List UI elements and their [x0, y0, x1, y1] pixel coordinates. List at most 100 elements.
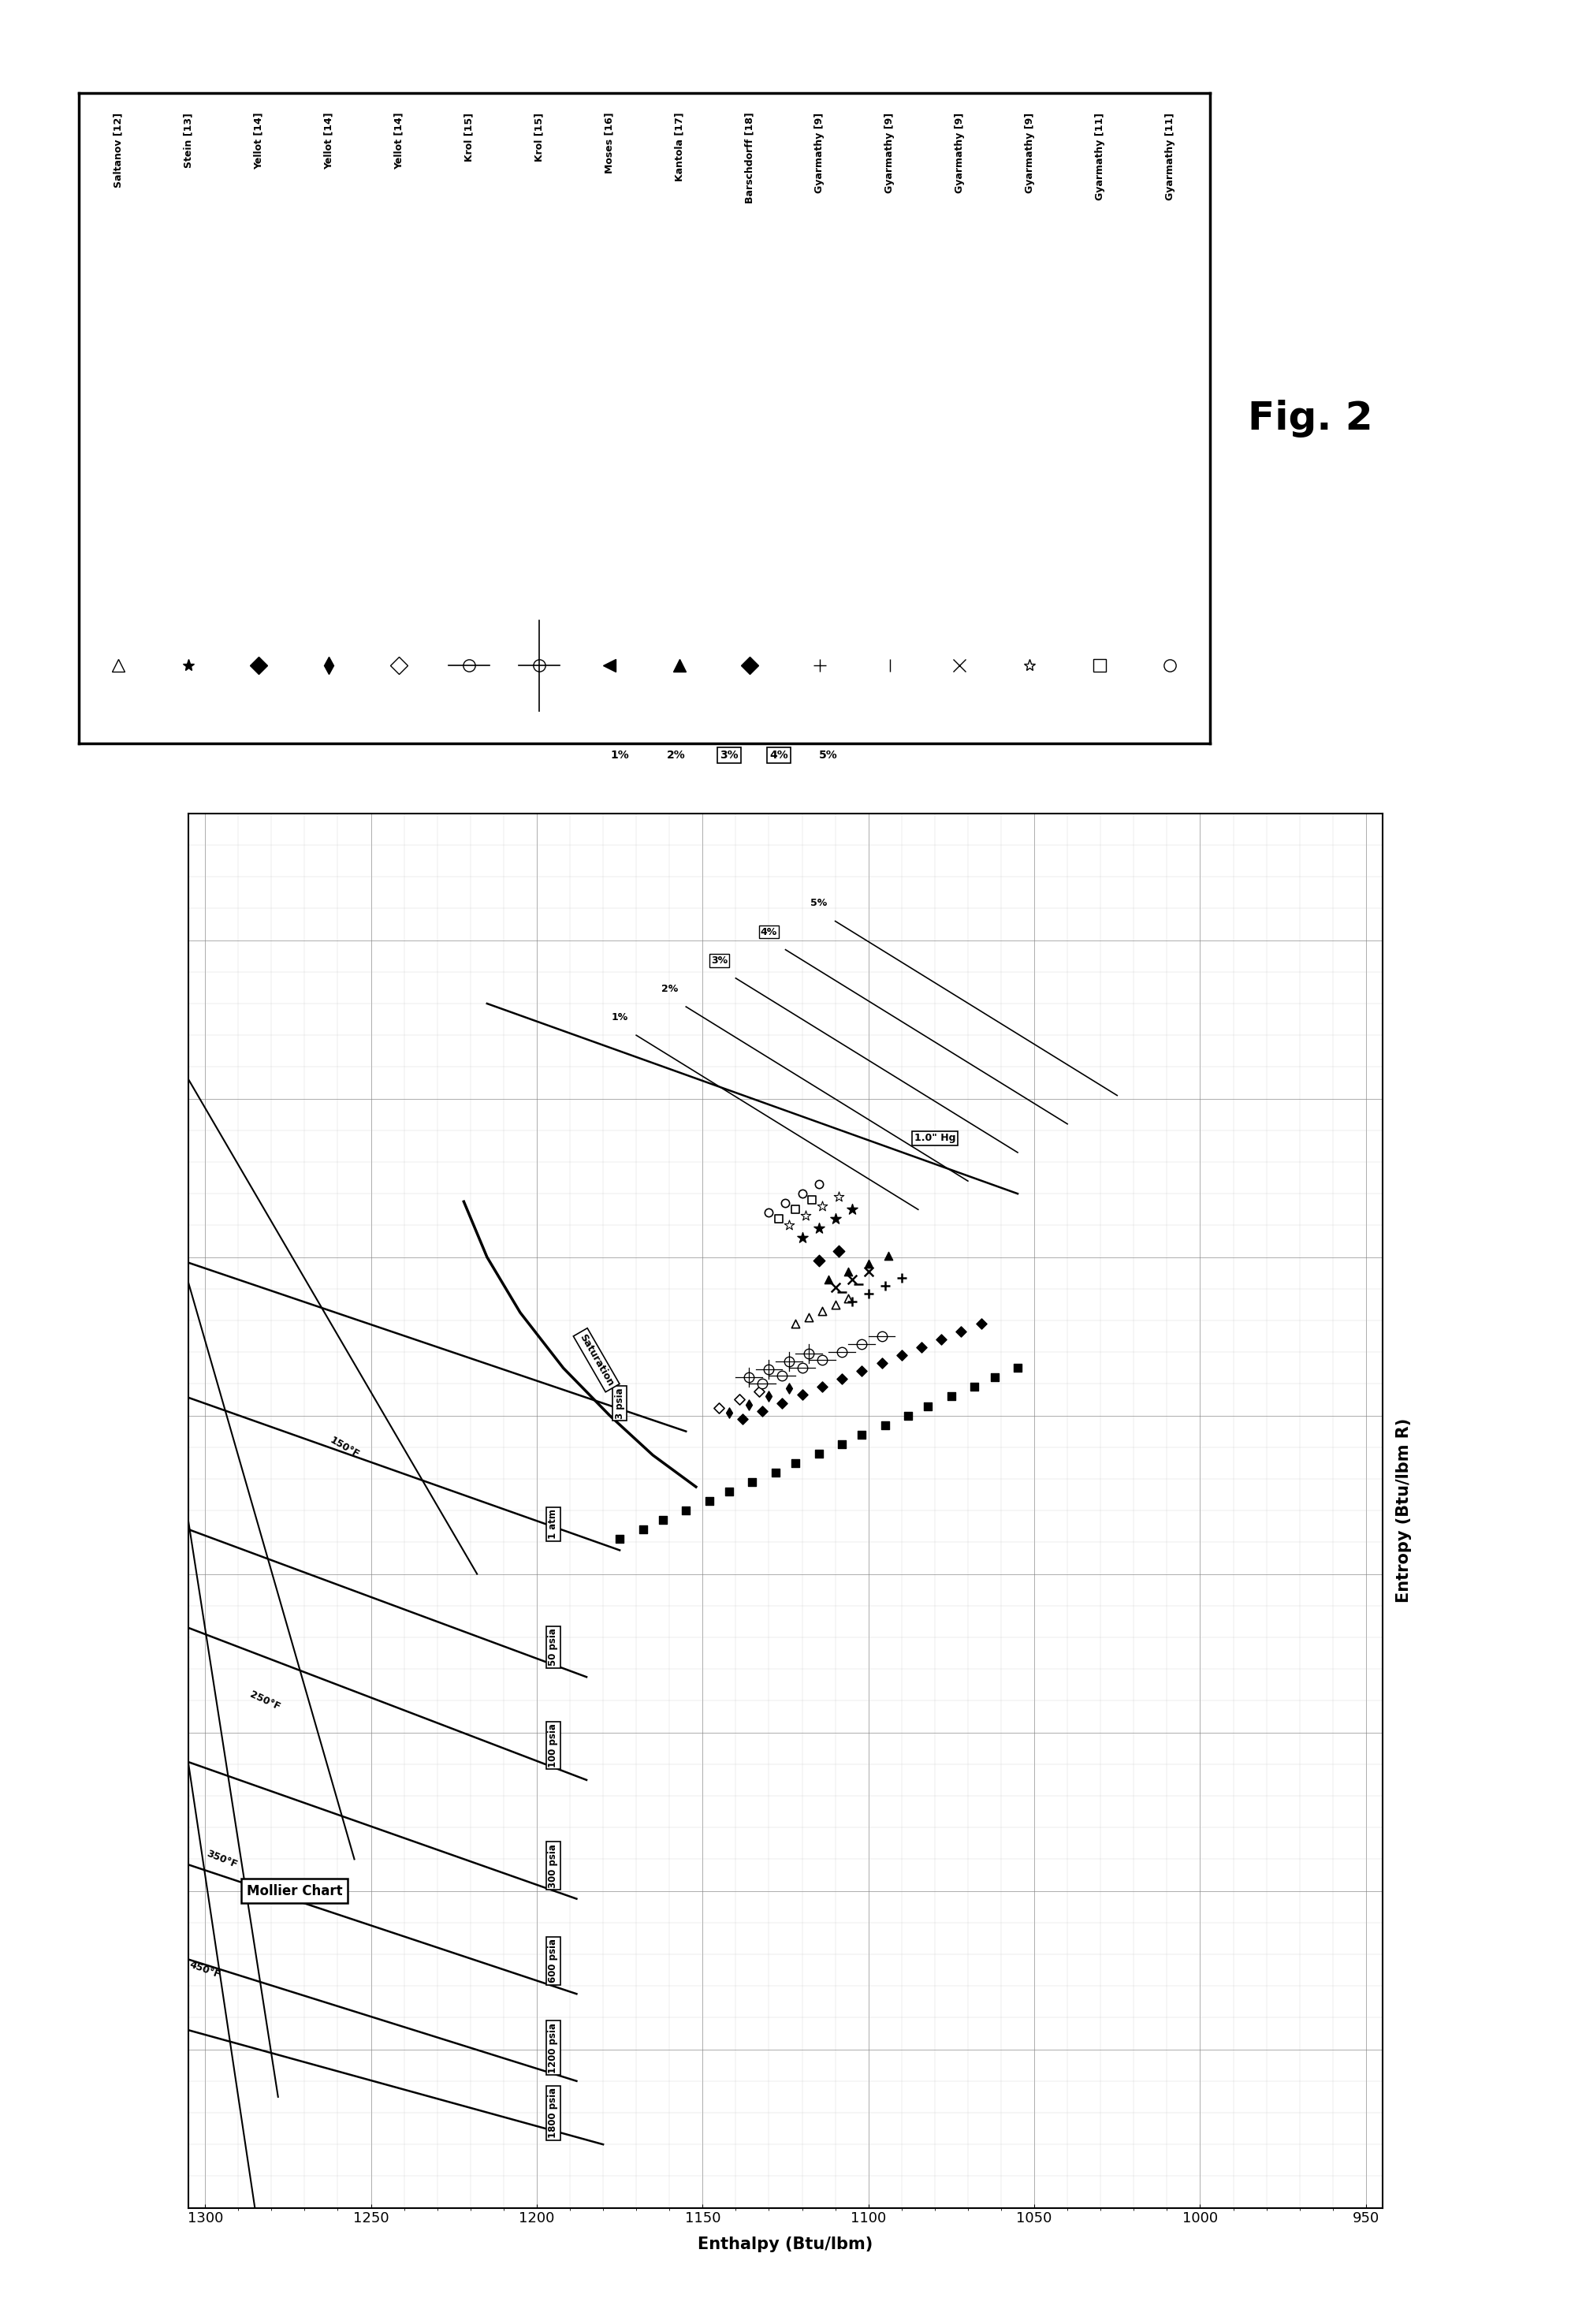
Text: Kantola [17]: Kantola [17] — [674, 112, 685, 181]
Point — [856, 1253, 881, 1290]
Point — [823, 1202, 848, 1239]
Point — [850, 1415, 875, 1452]
Text: 1%: 1% — [611, 1013, 628, 1023]
Point — [716, 1473, 742, 1511]
Point — [969, 1306, 994, 1343]
Point — [839, 1190, 864, 1227]
Point — [630, 1511, 655, 1548]
Point — [773, 1185, 798, 1222]
Point — [740, 1464, 765, 1501]
Point — [756, 1195, 781, 1232]
Text: 3%: 3% — [720, 751, 738, 760]
Point — [770, 1385, 795, 1422]
Y-axis label: Entropy (Btu/lbm R): Entropy (Btu/lbm R) — [1395, 1418, 1411, 1604]
Text: Fig. 2: Fig. 2 — [1247, 400, 1373, 437]
Text: Yellot [14]: Yellot [14] — [393, 112, 404, 170]
Point — [961, 1369, 987, 1406]
Text: Gyarmathy [11]: Gyarmathy [11] — [1166, 112, 1175, 200]
Text: 2%: 2% — [666, 751, 685, 760]
Point — [949, 1313, 974, 1350]
Text: 1.0" Hg: 1.0" Hg — [914, 1134, 955, 1143]
Text: 350°F: 350°F — [204, 1848, 239, 1871]
Text: Gyarmathy [9]: Gyarmathy [9] — [1024, 112, 1035, 193]
Text: 5%: 5% — [818, 751, 837, 760]
Point — [749, 1392, 775, 1429]
Text: Saturation: Saturation — [578, 1332, 616, 1387]
Point — [790, 1376, 815, 1413]
Point — [809, 1292, 834, 1329]
Text: 1200 psia: 1200 psia — [548, 2022, 558, 2073]
Text: Yellot [14]: Yellot [14] — [253, 112, 264, 170]
Point — [815, 1260, 840, 1297]
Point — [850, 1353, 875, 1390]
Point — [928, 1320, 954, 1357]
Point — [939, 1378, 965, 1415]
Point — [806, 1434, 831, 1471]
Point — [806, 1241, 831, 1278]
Text: 100 psia: 100 psia — [548, 1724, 558, 1766]
Text: 1 atm: 1 atm — [548, 1508, 558, 1538]
X-axis label: Enthalpy (Btu/lbm): Enthalpy (Btu/lbm) — [698, 2236, 873, 2252]
Text: Gyarmathy [9]: Gyarmathy [9] — [955, 112, 965, 193]
Point — [796, 1299, 822, 1336]
Point — [856, 1276, 881, 1313]
Point — [872, 1406, 897, 1443]
Point — [839, 1283, 864, 1320]
Point — [869, 1346, 894, 1383]
Point — [826, 1178, 851, 1215]
Point — [764, 1455, 789, 1492]
Point — [782, 1306, 807, 1343]
Text: Gyarmathy [11]: Gyarmathy [11] — [1095, 112, 1104, 200]
Text: 1%: 1% — [610, 751, 628, 760]
Text: 4%: 4% — [760, 927, 778, 937]
Text: 3%: 3% — [710, 955, 727, 964]
Text: Krol [15]: Krol [15] — [463, 112, 474, 160]
Point — [875, 1236, 900, 1274]
Text: Yellot [14]: Yellot [14] — [324, 112, 333, 170]
Point — [823, 1285, 848, 1322]
Text: 450°F: 450°F — [189, 1959, 222, 1980]
Point — [776, 1369, 801, 1406]
Point — [856, 1246, 881, 1283]
Point — [726, 1380, 751, 1418]
Text: Krol [15]: Krol [15] — [534, 112, 544, 160]
Point — [836, 1253, 861, 1290]
Text: Stein [13]: Stein [13] — [184, 112, 193, 167]
Point — [829, 1425, 855, 1462]
Point — [782, 1190, 807, 1227]
Point — [916, 1387, 941, 1425]
Text: Mollier Chart: Mollier Chart — [247, 1885, 342, 1899]
Point — [806, 1211, 831, 1248]
Text: 50 psia: 50 psia — [548, 1629, 558, 1666]
Point — [746, 1373, 771, 1411]
Text: 3 psia: 3 psia — [614, 1387, 625, 1418]
Point — [790, 1176, 815, 1213]
Text: Moses [16]: Moses [16] — [603, 112, 614, 174]
Point — [809, 1188, 834, 1225]
Text: 600 psia: 600 psia — [548, 1938, 558, 1982]
Text: Barschdorff [18]: Barschdorff [18] — [745, 112, 754, 205]
Point — [809, 1369, 834, 1406]
Point — [756, 1378, 781, 1415]
Point — [889, 1260, 914, 1297]
Point — [806, 1167, 831, 1204]
Text: 4%: 4% — [770, 751, 789, 760]
Point — [674, 1492, 699, 1529]
Point — [790, 1220, 815, 1257]
Text: Saltanov [12]: Saltanov [12] — [113, 112, 123, 188]
Point — [826, 1232, 851, 1269]
Point — [731, 1399, 756, 1436]
Text: 1800 psia: 1800 psia — [548, 2087, 558, 2138]
Point — [793, 1197, 818, 1234]
Point — [767, 1202, 792, 1239]
Text: 2%: 2% — [661, 983, 677, 995]
Point — [872, 1267, 897, 1304]
Point — [839, 1260, 864, 1297]
Point — [982, 1360, 1007, 1397]
Text: 150°F: 150°F — [328, 1434, 361, 1459]
Point — [829, 1274, 855, 1311]
Point — [836, 1281, 861, 1318]
Point — [1005, 1350, 1031, 1387]
Text: 250°F: 250°F — [248, 1690, 281, 1713]
Point — [776, 1206, 801, 1243]
